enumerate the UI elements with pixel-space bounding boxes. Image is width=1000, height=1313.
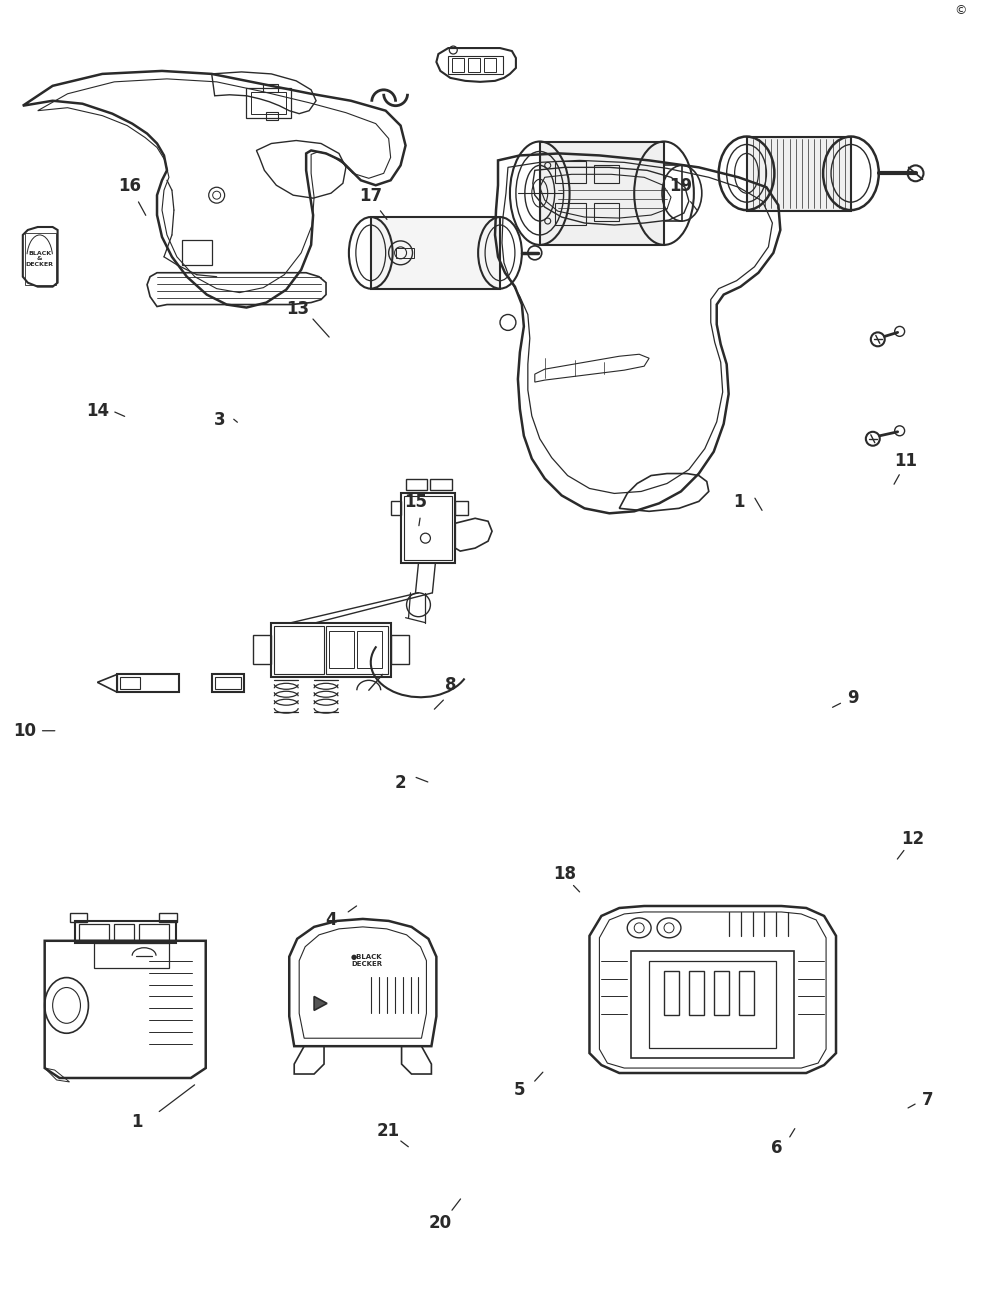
Bar [246, 88, 291, 118]
Bar [263, 84, 278, 92]
Text: 8: 8 [445, 676, 456, 695]
Bar [430, 478, 452, 491]
Bar [689, 970, 704, 1015]
Bar [266, 112, 278, 119]
Bar [747, 137, 851, 211]
Bar [274, 626, 324, 675]
Bar [212, 675, 244, 692]
Bar [404, 496, 452, 561]
Bar [664, 165, 682, 221]
Bar [484, 58, 496, 72]
Bar [468, 58, 480, 72]
Bar [70, 913, 87, 922]
Bar [114, 924, 134, 940]
Bar [452, 58, 464, 72]
Polygon shape [314, 997, 327, 1011]
Text: 20: 20 [429, 1213, 452, 1232]
Bar [215, 678, 241, 689]
Text: 6: 6 [771, 1140, 782, 1158]
Text: 19: 19 [669, 177, 692, 196]
Bar [401, 494, 455, 563]
Bar [391, 634, 409, 664]
Bar [714, 970, 729, 1015]
Bar [739, 970, 754, 1015]
Text: ©: © [955, 4, 967, 17]
Bar [251, 92, 286, 114]
Bar [396, 248, 414, 257]
Bar [540, 142, 664, 246]
Bar [94, 943, 169, 968]
Text: 14: 14 [86, 402, 109, 420]
Bar [120, 678, 140, 689]
Text: 10: 10 [13, 722, 36, 739]
Text: 5: 5 [514, 1081, 526, 1099]
Bar [555, 204, 586, 225]
Text: ●BLACK
DECKER: ●BLACK DECKER [351, 955, 383, 968]
Bar [594, 165, 619, 184]
Bar [117, 675, 179, 692]
Text: 7: 7 [922, 1091, 933, 1109]
Text: 4: 4 [325, 911, 337, 930]
Text: BLACK
&
DECKER: BLACK & DECKER [26, 251, 54, 267]
Text: 13: 13 [287, 301, 310, 318]
Text: 12: 12 [901, 830, 924, 848]
Bar [448, 56, 503, 74]
Text: 11: 11 [894, 452, 917, 470]
Bar [555, 161, 586, 184]
Text: 1: 1 [131, 1113, 143, 1132]
Text: 18: 18 [553, 865, 576, 884]
Bar [649, 961, 776, 1048]
Bar [79, 924, 109, 940]
Bar [271, 622, 391, 678]
Bar [357, 630, 382, 668]
Text: 17: 17 [359, 186, 382, 205]
Text: 15: 15 [404, 494, 427, 511]
Bar [329, 630, 354, 668]
Text: 1: 1 [733, 494, 744, 511]
Text: 2: 2 [395, 773, 406, 792]
Text: 21: 21 [377, 1123, 400, 1141]
Bar [182, 240, 212, 265]
Text: 9: 9 [847, 689, 859, 708]
Bar [406, 478, 427, 491]
Bar [664, 970, 679, 1015]
Bar [159, 913, 177, 922]
Bar [253, 634, 271, 664]
Bar [594, 204, 619, 221]
Bar [75, 920, 176, 943]
Bar [326, 626, 388, 675]
Bar [371, 217, 500, 289]
Text: 16: 16 [119, 177, 142, 196]
Bar [139, 924, 169, 940]
Text: 3: 3 [214, 411, 225, 429]
